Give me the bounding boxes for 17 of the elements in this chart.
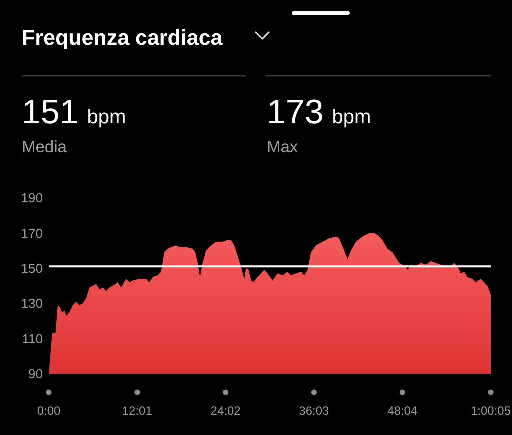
x-tick-label: 24:02: [210, 404, 242, 418]
y-tick-label: 190: [21, 190, 43, 206]
x-tick-label: 48:04: [388, 404, 418, 418]
text: 173 bpm: [267, 94, 372, 132]
x-tick-label: 36:03: [299, 404, 330, 418]
y-tick-label: 170: [21, 226, 43, 241]
text: 151 bpm: [22, 94, 126, 132]
y-tick-label: 150: [21, 260, 43, 276]
text: Media: [22, 138, 68, 156]
text: Max: [267, 138, 299, 156]
y-tick-label: 90: [28, 366, 43, 382]
x-tick-label: 0:00: [37, 404, 61, 418]
chart-title: Frequenza cardiaca: [22, 26, 224, 50]
x-tick-label: 12:01: [122, 404, 153, 418]
y-tick-label: 110: [22, 331, 43, 346]
y-tick-label: 130: [21, 296, 43, 312]
x-tick-label: 1:00:05: [470, 404, 512, 418]
